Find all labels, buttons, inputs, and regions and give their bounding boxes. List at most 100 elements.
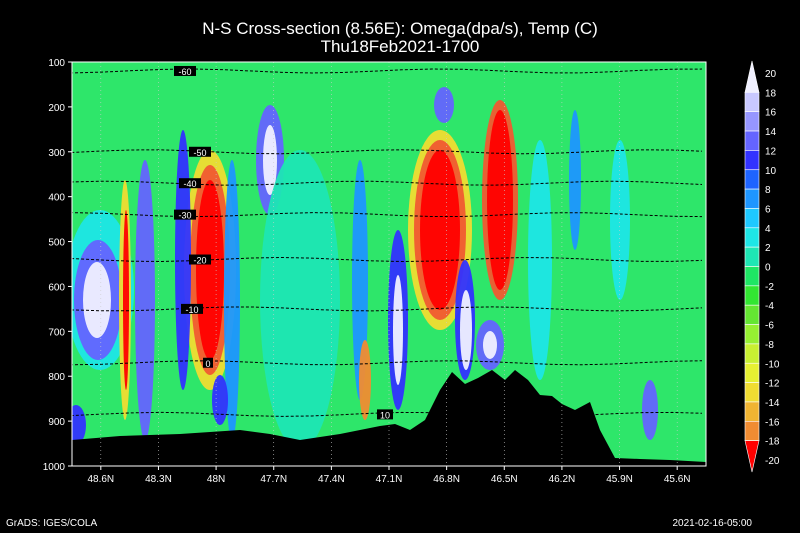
omega-patch [224,160,240,440]
colorbar-swatch [744,169,760,190]
svg-text:-60: -60 [178,67,191,77]
colorbar-swatch [744,440,760,473]
colorbar-swatch [744,111,760,132]
omega-patch [420,150,460,310]
omega-patch [483,331,497,359]
colorbar-swatch [744,227,760,248]
isotherm-line [72,149,703,155]
y-tick-label: 600 [48,282,65,293]
x-tick-label: 46.2N [549,474,576,485]
isotherm-line [72,212,703,218]
x-tick-label: 45.6N [664,474,691,485]
y-tick-label: 400 [48,193,65,204]
colorbar-swatch [744,324,760,345]
colorbar-swatch [744,362,760,383]
terrain-silhouette [72,370,706,466]
colorbar: 20181614121086420-2-4-6-8-10-12-14-16-18… [744,60,780,473]
x-tick-label: 47.4N [318,474,345,485]
temperature-isotherms [72,68,703,417]
x-tick-label: 46.5N [491,474,518,485]
x-tick-label: 47.7N [260,474,287,485]
isotherm-label: 10 [377,409,393,420]
colorbar-swatch [744,401,760,422]
colorbar-label: -20 [765,456,780,467]
colorbar-swatch [744,420,760,441]
colorbar-label: -18 [765,437,780,448]
y-tick-label: 1000 [43,462,66,473]
terrain-shape [72,370,706,466]
isotherm-line [72,306,703,312]
omega-patch [352,160,368,400]
colorbar-label: -12 [765,379,780,390]
omega-patch [610,140,630,300]
colorbar-label: 0 [765,263,771,274]
colorbar-swatch [744,304,760,325]
colorbar-swatch [744,382,760,403]
omega-patch [487,110,513,290]
colorbar-swatch [744,208,760,229]
plot-area [72,62,706,466]
colorbar-label: -2 [765,282,774,293]
svg-text:-10: -10 [185,305,198,315]
isotherm-labels: -60 -50 -40 -30 -20 -10 0 10 [174,65,393,420]
colorbar-swatch [744,266,760,287]
colorbar-label: 18 [765,88,777,99]
isotherm-label: 0 [203,357,213,369]
colorbar-swatch [744,150,760,171]
isotherm-label: -50 [189,146,211,158]
y-tick-label: 100 [48,58,65,69]
colorbar-label: -6 [765,321,774,332]
colorbar-label: 2 [765,243,771,254]
chart-title: N-S Cross-section (8.56E): Omega(dpa/s),… [202,19,598,38]
x-tick-label: 48.3N [145,474,172,485]
colorbar-label: 12 [765,146,777,157]
colorbar-label: 20 [765,69,777,80]
svg-text:-30: -30 [178,211,191,221]
omega-patch [460,290,472,370]
colorbar-swatch [744,188,760,209]
isotherm-label: -10 [181,303,203,315]
svg-text:0: 0 [205,359,210,369]
colorbar-swatch [744,92,760,112]
x-tick-label: 47.1N [376,474,403,485]
x-tick-label: 46.8N [433,474,460,485]
y-tick-label: 700 [48,327,65,338]
colorbar-label: 8 [765,185,771,196]
footer-date: 2021-02-16-05:00 [672,518,752,529]
colorbar-swatch [744,246,760,267]
omega-patch [359,340,371,420]
isotherm-label: -60 [174,65,196,77]
colorbar-label: -8 [765,340,774,351]
omega-patch [212,375,228,425]
omega-patch [123,210,129,390]
omega-patch [642,380,658,440]
gridlines [100,62,678,466]
x-tick-label: 45.9N [606,474,633,485]
isotherm-line [72,257,703,263]
x-axis: 48.6N 48.3N 48N 47.7N 47.4N 47.1N 46.8N 46.5N 46… [87,466,691,485]
svg-text:-50: -50 [193,148,206,158]
colorbar-label: 4 [765,224,771,235]
omega-patch [260,150,340,450]
x-tick-label: 48.6N [87,474,114,485]
omega-patch [569,110,581,250]
isotherm-label: -20 [189,254,211,266]
svg-text:-20: -20 [193,256,206,266]
isotherm-label: -40 [179,178,201,189]
colorbar-label: -10 [765,359,780,370]
isotherm-label: -30 [174,209,196,221]
isotherm-line [72,360,703,366]
y-tick-label: 200 [48,103,65,114]
svg-text:10: 10 [380,410,390,420]
omega-patch [83,262,111,338]
chart-subtitle: Thu18Feb2021-1700 [320,37,480,56]
colorbar-swatch [744,285,760,306]
colorbar-swatch [744,130,760,151]
colorbar-label: -14 [765,398,780,409]
footer-credit: GrADS: IGES/COLA [6,518,98,529]
omega-patch [434,87,454,123]
omega-patch [175,130,191,390]
omega-patch [196,180,224,360]
colorbar-swatch [744,343,760,364]
